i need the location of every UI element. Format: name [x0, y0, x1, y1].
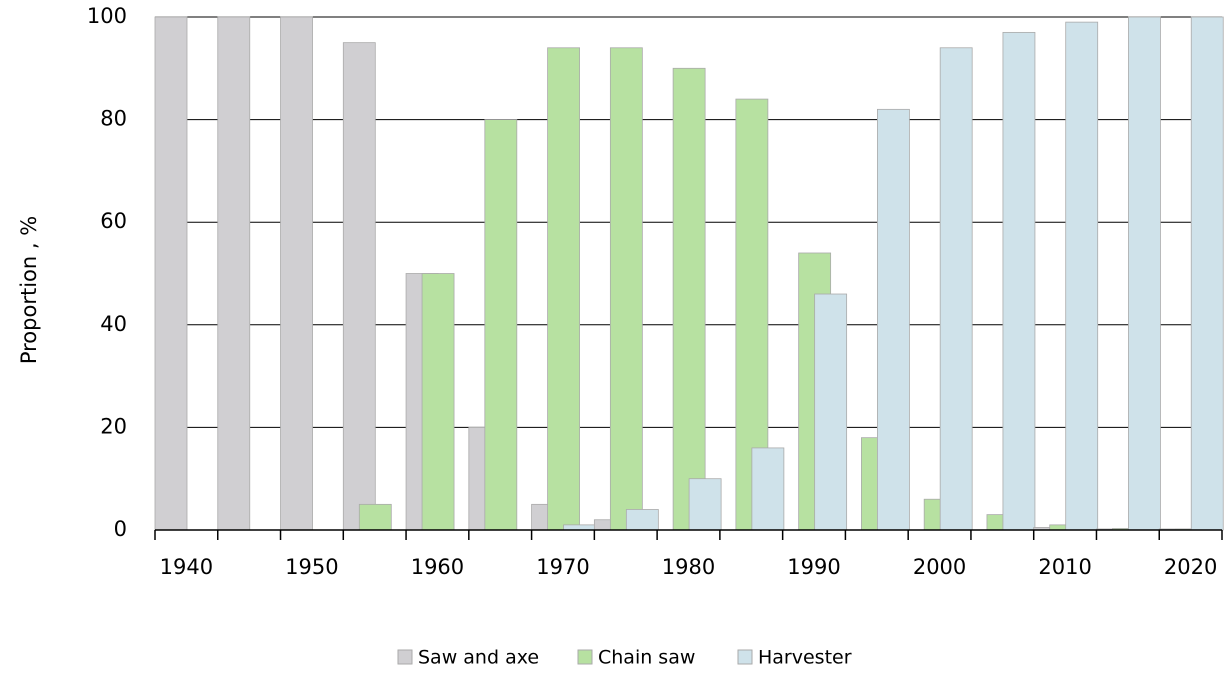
- legend-swatch: [737, 649, 753, 665]
- bar: [484, 119, 518, 531]
- bar: [154, 16, 188, 531]
- x-tick-label: 2000: [913, 555, 966, 579]
- bar: [563, 524, 596, 531]
- y-tick-label: 40: [100, 312, 127, 336]
- y-tick-label: 60: [100, 209, 127, 233]
- bar: [217, 16, 251, 531]
- x-tick-label: 1980: [662, 555, 715, 579]
- legend-swatch: [397, 649, 413, 665]
- legend-label: Chain saw: [598, 647, 695, 669]
- bar: [688, 478, 722, 531]
- legend-swatch: [577, 649, 593, 665]
- bar: [547, 47, 580, 531]
- bar: [672, 67, 706, 531]
- bar: [814, 293, 848, 531]
- y-tick-label: 80: [100, 107, 127, 131]
- bar: [1128, 16, 1161, 531]
- bar: [358, 503, 392, 531]
- bar: [751, 447, 785, 531]
- x-tick-label: 1990: [787, 555, 840, 579]
- bar: [1190, 16, 1224, 531]
- x-tick-label: 1970: [536, 555, 589, 579]
- y-tick-label: 0: [114, 517, 127, 541]
- bar: [342, 42, 376, 531]
- bar: [1002, 31, 1036, 531]
- bar: [609, 47, 643, 531]
- bar: [421, 273, 455, 531]
- x-tick-label: 2020: [1164, 555, 1217, 579]
- x-tick-label: 1950: [285, 555, 338, 579]
- bar: [1065, 21, 1099, 531]
- legend: Saw and axe Chain saw Harvester: [397, 647, 852, 669]
- bar: [877, 108, 910, 531]
- x-tick-label: 1960: [411, 555, 464, 579]
- y-tick-label: 20: [100, 414, 127, 438]
- legend-label: Harvester: [758, 647, 852, 669]
- bar: [280, 16, 313, 531]
- y-axis-label: Proportion , %: [17, 216, 41, 364]
- bar: [625, 509, 659, 531]
- legend-label: Saw and axe: [418, 647, 539, 669]
- x-tick-label: 1940: [160, 555, 213, 579]
- y-tick-label: 100: [87, 4, 127, 28]
- x-tick-label: 2010: [1038, 555, 1091, 579]
- bar: [939, 47, 973, 531]
